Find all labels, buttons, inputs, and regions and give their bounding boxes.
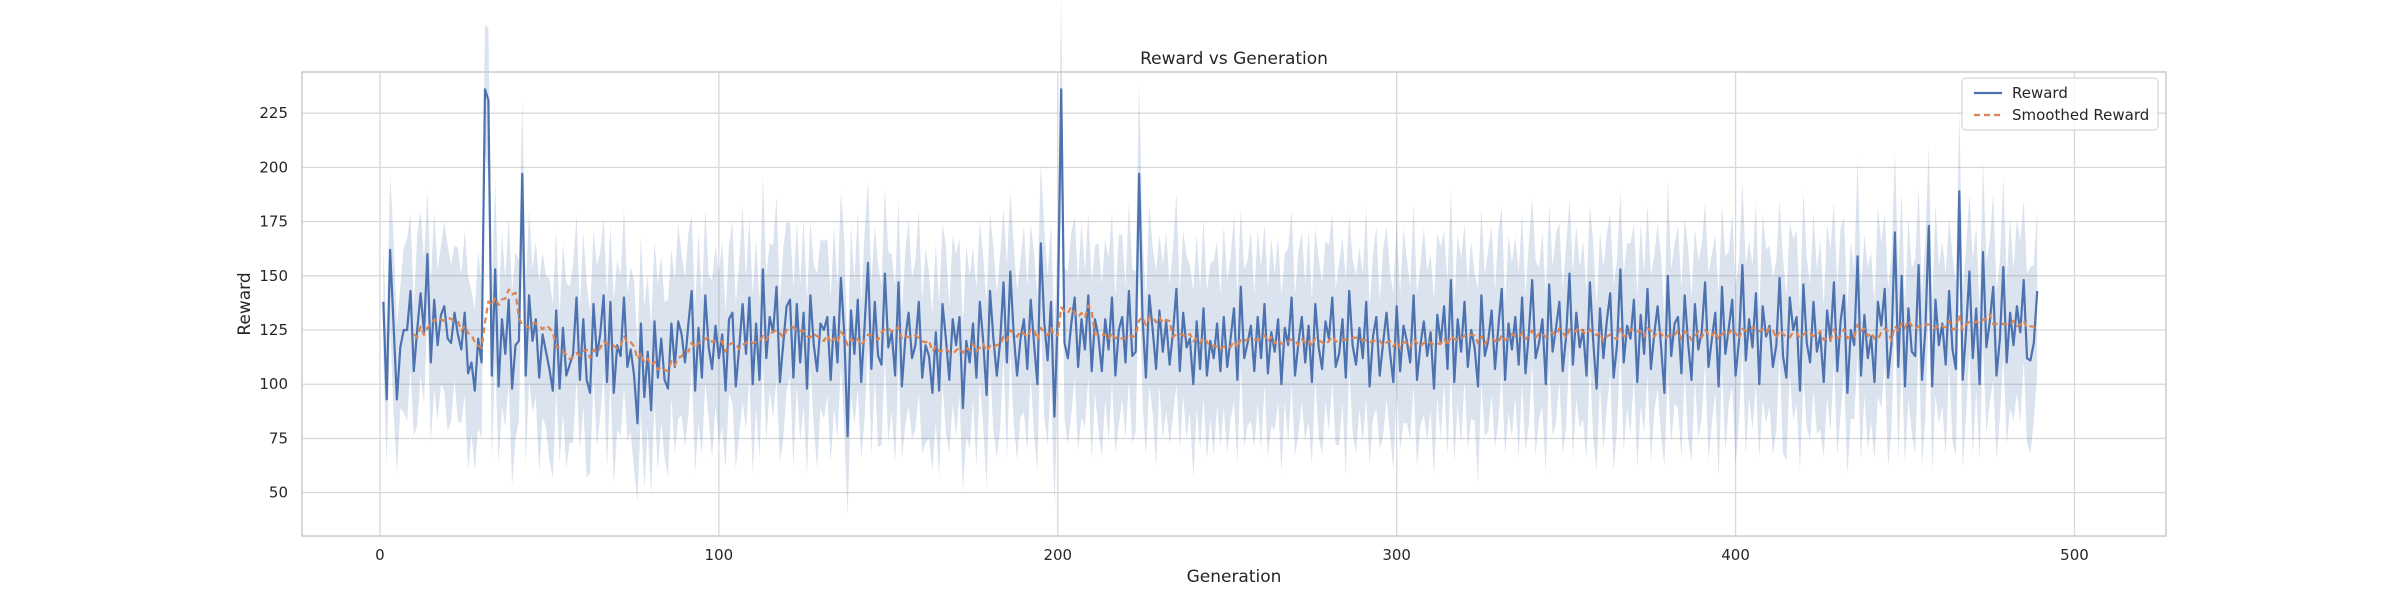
x-tick-labels: 0 100 200 300 400 500 [375,546,2089,564]
reward-line [382,88,2039,438]
y-tick-label: 125 [259,321,288,339]
x-tick-label: 300 [1382,546,1411,564]
legend-box [1961,77,2159,131]
legend-label-smoothed-reward: Smoothed Reward [2012,106,2149,124]
y-tick-label: 200 [259,158,288,176]
smoothed-reward-line [413,288,2038,373]
x-tick-label: 400 [1721,546,1750,564]
x-tick-label: 200 [1043,546,1072,564]
y-tick-labels: 50 75 100 125 150 175 200 225 [259,104,288,501]
legend: Reward Smoothed Reward [1961,77,2159,131]
x-axis-label: Generation [1187,567,1282,587]
y-tick-label: 225 [259,104,288,122]
y-axis-label: Reward [235,272,255,335]
y-tick-label: 50 [269,484,288,502]
y-tick-label: 150 [259,267,288,285]
series [382,88,2039,438]
reward-confidence-band [383,0,2038,517]
legend-label-reward: Reward [2012,84,2068,102]
y-tick-label: 100 [259,375,288,393]
chart-title: Reward vs Generation [1140,49,1328,69]
y-tick-label: 75 [269,429,288,447]
reward-band-area [383,0,2038,517]
x-tick-label: 100 [705,546,734,564]
plot-frame [301,71,2167,537]
x-tick-label: 0 [375,546,385,564]
y-tick-label: 175 [259,213,288,231]
x-tick-label: 500 [2060,546,2089,564]
